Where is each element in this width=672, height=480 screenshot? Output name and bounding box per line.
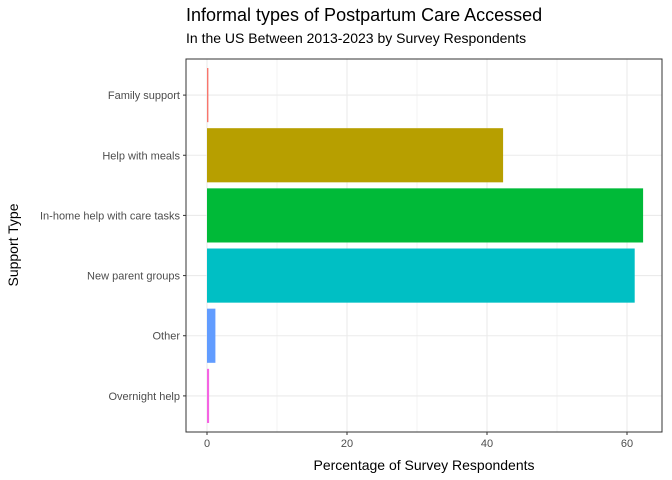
x-tick-label: 60 xyxy=(621,438,633,450)
x-axis-ticks: 0 20 40 60 xyxy=(204,432,633,450)
chart-title: Informal types of Postpartum Care Access… xyxy=(186,5,542,25)
bar xyxy=(207,188,644,243)
bar xyxy=(207,248,635,303)
x-tick-label: 0 xyxy=(204,438,210,450)
bars xyxy=(207,68,644,423)
y-tick-label: Other xyxy=(152,331,180,343)
y-tick-label: New parent groups xyxy=(87,271,180,283)
bar xyxy=(207,308,216,363)
x-tick-label: 20 xyxy=(341,438,353,450)
y-tick-label: Family support xyxy=(108,90,180,102)
plot-panel xyxy=(186,59,662,432)
y-tick-label: In-home help with care tasks xyxy=(40,210,181,222)
y-tick-label: Overnight help xyxy=(108,391,180,403)
plot-border xyxy=(185,58,663,433)
bar xyxy=(207,128,504,183)
x-axis-title: Percentage of Survey Respondents xyxy=(313,457,534,473)
chart-subtitle: In the US Between 2013-2023 by Survey Re… xyxy=(186,30,526,46)
y-axis-ticks: Family support Help with meals In-home hel… xyxy=(40,90,186,403)
bar xyxy=(207,368,210,423)
y-tick-label: Help with meals xyxy=(102,150,180,162)
y-axis-title: Support Type xyxy=(5,203,21,286)
x-tick-label: 40 xyxy=(481,438,493,450)
bar xyxy=(207,68,209,123)
